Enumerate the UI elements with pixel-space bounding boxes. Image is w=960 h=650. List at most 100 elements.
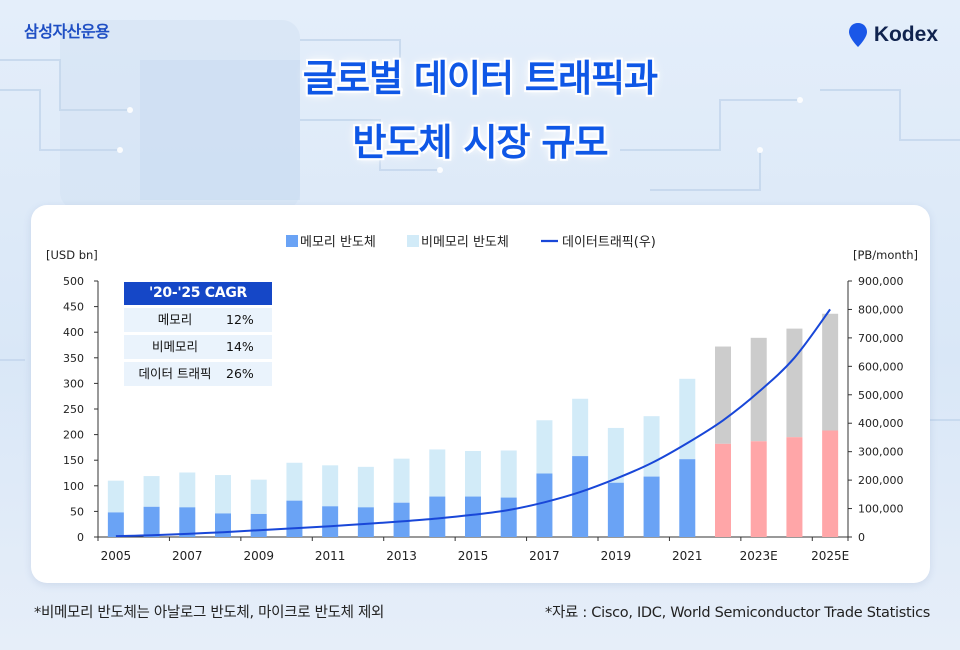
bar-non-memory [179,472,196,508]
legend-swatch-memory [286,235,298,247]
bar-non-memory [393,458,410,503]
cagr-table-title: '20-'25 CAGR [124,282,272,305]
legend-label-non-memory: 비메모리 반도체 [421,235,509,250]
cagr-row: 메모리 12% [124,308,272,332]
bar-non-memory [500,450,517,498]
y-tick-label-left: 0 [77,531,84,544]
y-tick-label-right: 400,000 [858,417,904,430]
y-tick-label-left: 500 [63,275,84,288]
bar-non-memory [715,346,731,444]
y-tick-label-right: 100,000 [858,503,904,516]
legend-label-traffic: 데이터트래픽(우) [562,235,656,250]
y-tick-label-right: 800,000 [858,303,904,316]
bar-memory [750,441,767,537]
footnote-source: *자료 : Cisco, IDC, World Semiconductor Tr… [545,605,930,621]
bar-non-memory [786,328,803,438]
location-pin-icon [848,23,867,47]
bar-non-memory [822,313,839,431]
y-tick-label-right: 0 [858,531,865,544]
bar-non-memory [536,420,553,474]
footnote-non-memory: *비메모리 반도체는 아날로그 반도체, 마이크로 반도체 제외 [34,605,385,621]
x-tick-label: 2005 [101,549,132,563]
x-tick-label: 2009 [243,549,274,563]
x-tick-label: 2007 [172,549,203,563]
bar-memory [286,500,303,537]
bar-non-memory [750,337,767,442]
page-title-line2: 반도체 시장 규모 [352,121,608,164]
y-tick-label-left: 150 [63,454,84,467]
y-axis-right-label: [PB/month] [853,248,918,262]
y-tick-label-left: 250 [63,403,84,416]
y-tick-label-right: 900,000 [858,275,904,288]
x-tick-label: 2019 [601,549,632,563]
y-tick-label-left: 200 [63,429,84,442]
bar-memory [500,497,517,537]
x-tick-label: 2023E [740,549,778,563]
x-tick-label: 2017 [529,549,560,563]
y-tick-label-left: 300 [63,377,84,390]
bar-memory [143,506,160,537]
brand-name: 삼성자산운용 [24,22,110,41]
y-tick-label-right: 200,000 [858,474,904,487]
cagr-row-name: 메모리 [157,312,193,327]
bar-memory [179,507,196,537]
x-tick-label: 2011 [315,549,346,563]
bar-non-memory [429,449,446,497]
y-tick-label-left: 50 [70,505,84,518]
bar-memory [572,456,589,537]
legend-swatch-non-memory [407,235,419,247]
bar-memory [357,507,374,537]
bar-memory [643,476,660,537]
cagr-row: 데이터 트래픽 26% [124,362,272,386]
bar-non-memory [143,476,160,507]
bar-non-memory [215,475,231,514]
cagr-row-value: 26% [226,366,254,381]
y-tick-label-left: 450 [63,301,84,314]
y-tick-label-left: 350 [63,352,84,365]
bar-non-memory [250,479,267,514]
y-tick-label-right: 600,000 [858,360,904,373]
line-data-traffic [115,308,831,538]
cagr-row-name: 데이터 트래픽 [138,366,212,381]
y-axis-left-label: [USD bn] [46,248,98,262]
bar-non-memory [607,427,624,483]
legend-label-memory: 메모리 반도체 [300,235,376,250]
logo-text: Kodex [873,23,938,46]
x-tick-label: 2013 [386,549,417,563]
y-tick-label-right: 500,000 [858,389,904,402]
bar-memory [393,502,410,537]
y-tick-label-left: 100 [63,480,84,493]
bar-memory [536,473,553,537]
bar-non-memory [572,398,589,457]
bar-memory [429,496,446,537]
bar-memory [107,512,124,537]
bar-non-memory [643,416,660,477]
bar-non-memory [286,462,303,501]
bar-memory [607,482,624,537]
x-tick-label: 2025E [811,549,849,563]
cagr-row-value: 12% [226,312,254,327]
bar-non-memory [679,378,696,460]
bar-memory [465,496,481,537]
cagr-row-name: 비메모리 [151,339,198,354]
bar-non-memory [465,450,481,497]
kodex-logo: Kodex [848,22,938,48]
y-tick-label-left: 400 [63,326,84,339]
cagr-row-value: 14% [226,339,254,354]
bar-memory [786,437,803,537]
y-tick-label-right: 700,000 [858,332,904,345]
y-tick-label-right: 300,000 [858,446,904,459]
bar-memory [322,506,339,537]
x-tick-label: 2021 [672,549,703,563]
cagr-row: 비메모리 14% [124,335,272,359]
bar-memory [679,459,696,537]
bar-non-memory [107,480,124,513]
bar-memory [822,430,839,537]
x-tick-label: 2015 [458,549,489,563]
bar-memory [715,443,731,537]
bar-memory [250,513,267,537]
page-title-line1: 글로벌 데이터 트래픽과 [302,57,658,100]
cagr-table: '20-'25 CAGR 메모리 12% 비메모리 14% 데이터 트래픽 26… [124,282,272,386]
